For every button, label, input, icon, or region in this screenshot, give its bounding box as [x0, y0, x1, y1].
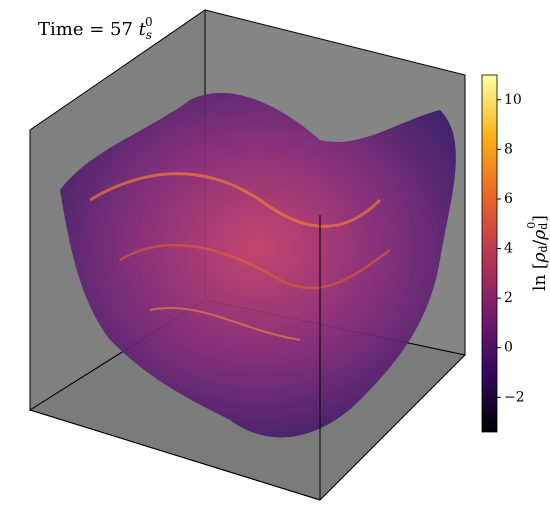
label-part: ln [: [530, 263, 550, 291]
label-part: d: [537, 223, 550, 230]
colorbar-label: ln [ρd/ρd0]: [525, 215, 550, 291]
label-part: ρ: [530, 230, 550, 241]
label-part: ]: [530, 215, 550, 222]
colorbar-tick-label: 2: [504, 290, 513, 306]
title-superscript: 0: [145, 15, 153, 29]
colorbar: [481, 74, 498, 433]
label-part: ρ: [530, 253, 550, 264]
volume-box: [28, 9, 467, 501]
colorbar-tick-label: 10: [504, 92, 522, 108]
chart-title: Time = 57 ts0: [38, 15, 153, 42]
label-part: 0: [525, 222, 538, 229]
label-part: /: [530, 239, 550, 245]
label-part: d: [537, 245, 550, 252]
colorbar-tick-label: −2: [504, 389, 525, 405]
colorbar-tick-label: 4: [504, 241, 513, 257]
title-subscript: s: [146, 28, 152, 42]
title-symbol: t: [139, 19, 147, 40]
colorbar-tick-label: 0: [504, 340, 513, 356]
colorbar-tick-label: 6: [504, 191, 513, 207]
colorbar-tick-label: 8: [504, 141, 513, 157]
title-text: Time = 57: [38, 19, 139, 40]
